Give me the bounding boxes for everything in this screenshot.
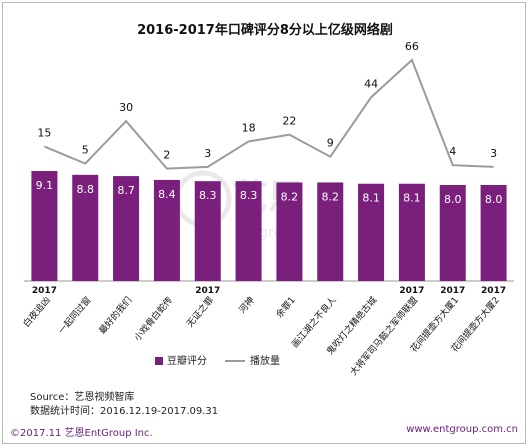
score-bar <box>439 185 466 281</box>
year-label: 2017 <box>195 286 220 296</box>
score-data-label: 8.0 <box>444 193 462 206</box>
play-data-label: 18 <box>242 121 256 134</box>
play-data-label: 9 <box>327 137 334 150</box>
category-tick-label: 河神 <box>236 294 257 316</box>
play-data-label: 66 <box>405 40 419 53</box>
score-data-label: 8.1 <box>403 192 421 205</box>
year-label: 2017 <box>32 286 57 296</box>
play-data-label: 44 <box>364 77 378 90</box>
score-bar <box>276 182 303 281</box>
score-data-label: 8.2 <box>322 190 340 203</box>
score-data-label: 8.0 <box>485 193 503 206</box>
score-data-label: 8.3 <box>240 189 258 202</box>
source-line-2: 数据统计时间：2016.12.19-2017.09.31 <box>30 406 219 417</box>
score-data-label: 8.1 <box>362 192 380 205</box>
year-label: 2017 <box>399 286 424 296</box>
source-line-1: Source：艺恩视频智库 <box>30 392 135 403</box>
score-data-label: 8.3 <box>199 189 217 202</box>
score-data-label: 8.2 <box>281 190 299 203</box>
year-label: 2017 <box>481 286 506 296</box>
score-bar <box>317 182 344 281</box>
play-data-label: 4 <box>449 145 456 158</box>
play-data-label: 22 <box>282 115 296 128</box>
score-bar <box>113 176 140 281</box>
play-data-label: 5 <box>82 144 89 157</box>
score-bar <box>194 181 221 281</box>
category-tick-label: 白夜追凶 <box>20 294 52 329</box>
legend-swatch-score <box>155 357 163 365</box>
play-data-label: 30 <box>119 101 133 114</box>
score-data-label: 8.8 <box>77 183 95 196</box>
score-bar <box>153 179 180 281</box>
score-bar <box>480 185 507 281</box>
score-data-label: 8.4 <box>158 188 176 201</box>
play-data-label: 15 <box>37 127 51 140</box>
category-tick-label: 大将军司马懿之军师联盟 <box>347 294 420 378</box>
category-tick-label: 余罪1 <box>273 294 297 320</box>
score-data-label: 8.7 <box>117 184 135 197</box>
play-data-label: 3 <box>204 147 211 160</box>
play-data-label: 3 <box>490 147 497 160</box>
footer-copyright: ©2017.11 艺恩EntGroup Inc. <box>10 428 153 439</box>
legend-label-score: 豆瓣评分 <box>167 355 207 367</box>
chart-title: 2016-2017年口碑评分8分以上亿级网络剧 <box>137 22 393 38</box>
score-bar <box>235 181 262 281</box>
category-tick-label: 一起同过窗 <box>55 294 93 336</box>
score-bar <box>358 183 385 281</box>
score-bar <box>398 183 425 281</box>
score-bar <box>31 171 58 281</box>
category-tick-label: 小戏骨白蛇传 <box>131 294 175 343</box>
year-label: 2017 <box>440 286 465 296</box>
legend-label-play: 播放量 <box>250 354 280 367</box>
play-data-label: 2 <box>163 149 170 162</box>
play-line <box>44 58 494 170</box>
category-tick-label: 最好的我们 <box>96 294 134 336</box>
score-data-label: 9.1 <box>36 179 54 192</box>
category-tick-label: 无证之罪 <box>184 294 216 329</box>
footer-website: www.entgroup.com.cn <box>406 424 518 435</box>
score-bar <box>72 174 99 281</box>
